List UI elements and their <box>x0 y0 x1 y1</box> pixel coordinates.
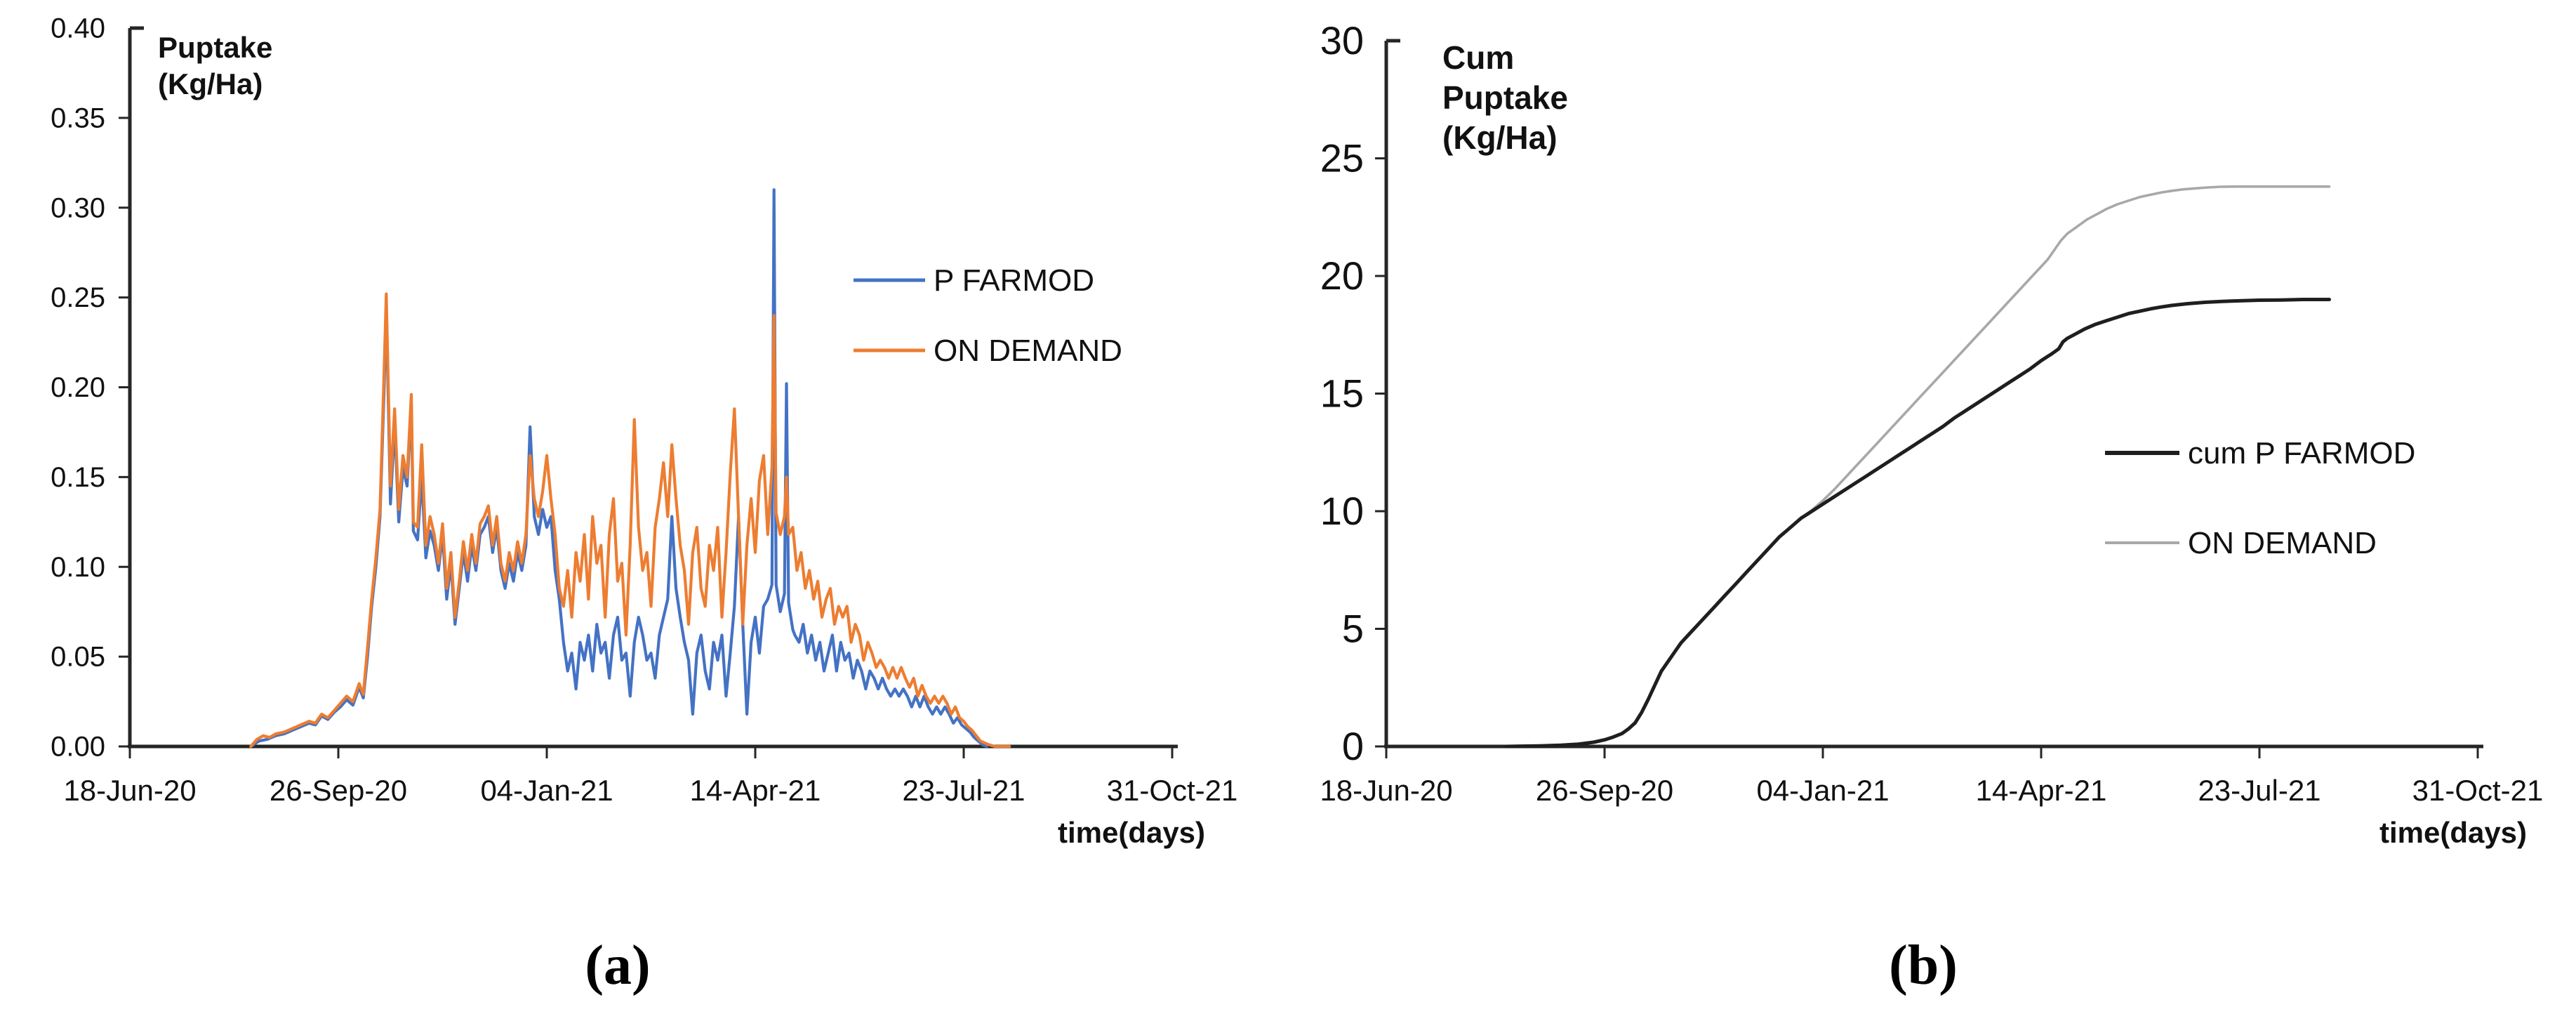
x-tick-label: 23-Jul-21 <box>2198 774 2321 807</box>
x-tick-label: 04-Jan-21 <box>1756 774 1889 807</box>
x-tick-label: 31-Oct-21 <box>2412 774 2544 807</box>
puptake-cumulative-chart: 0 5 10 15 20 25 30 18-Jun-20 26-Sep-20 04-Jan-21 1… <box>1320 18 2544 849</box>
legend-label-cum-p-farmod: cum P FARMOD <box>2188 436 2415 470</box>
x-tick-label: 04-Jan-21 <box>480 774 613 807</box>
legend-label-on-demand: ON DEMAND <box>934 334 1122 368</box>
y-axis-title: Puptake <box>1442 79 1568 116</box>
y-tick-label: 0.20 <box>51 372 105 403</box>
x-axis-title: time(days) <box>1058 816 1205 849</box>
y-tick-label: 0.25 <box>51 282 105 313</box>
y-axis-title: Cum <box>1442 39 1514 76</box>
legend-label-p-farmod: P FARMOD <box>934 263 1094 298</box>
y-tick-label: 0.35 <box>51 103 105 133</box>
y-tick-label: 0 <box>1342 724 1364 768</box>
y-axis-title: Puptake <box>158 31 272 64</box>
y-tick-label: 30 <box>1320 18 1364 62</box>
x-tick-label: 18-Jun-20 <box>63 774 196 807</box>
y-tick-label: 10 <box>1320 489 1364 533</box>
y-axis-title: (Kg/Ha) <box>158 67 263 100</box>
x-tick-label: 18-Jun-20 <box>1320 774 1452 807</box>
x-tick-label: 26-Sep-20 <box>270 774 407 807</box>
panel-b-caption: (b) <box>1889 935 1958 996</box>
series-line-cum-p-farmod <box>1504 298 2331 749</box>
y-tick-label: 0.40 <box>51 13 105 44</box>
y-tick-label: 15 <box>1320 371 1364 416</box>
x-tick-label: 26-Sep-20 <box>1536 774 1673 807</box>
y-tick-label: 0.00 <box>51 732 105 763</box>
x-tick-label: 14-Apr-21 <box>1976 774 2107 807</box>
y-tick-label: 25 <box>1320 136 1364 180</box>
x-tick-label: 23-Jul-21 <box>902 774 1025 807</box>
y-tick-label: 0.30 <box>51 192 105 223</box>
legend-label-on-demand: ON DEMAND <box>2188 526 2377 560</box>
puptake-daily-chart: 0.00 0.05 0.10 0.15 0.20 0.25 0.30 0.35 0.40 18-J… <box>51 13 1238 849</box>
y-tick-label: 0.15 <box>51 462 105 493</box>
x-axis-title: time(days) <box>2379 816 2527 849</box>
chart-panel-b: 0 5 10 15 20 25 30 18-Jun-20 26-Sep-20 04-Jan-21 1… <box>1288 0 2576 1021</box>
series-line-on-demand <box>249 292 1011 749</box>
x-tick-label: 14-Apr-21 <box>690 774 821 807</box>
y-axis-title: (Kg/Ha) <box>1442 119 1558 156</box>
chart-panel-a: 0.00 0.05 0.10 0.15 0.20 0.25 0.30 0.35 0.40 18-J… <box>51 13 1238 996</box>
y-tick-label: 20 <box>1320 253 1364 298</box>
y-tick-label: 0.10 <box>51 552 105 583</box>
x-tick-label: 31-Oct-21 <box>1107 774 1238 807</box>
y-tick-label: 0.05 <box>51 642 105 673</box>
y-tick-label: 5 <box>1342 607 1364 651</box>
panel-a-caption: (a) <box>585 935 651 996</box>
